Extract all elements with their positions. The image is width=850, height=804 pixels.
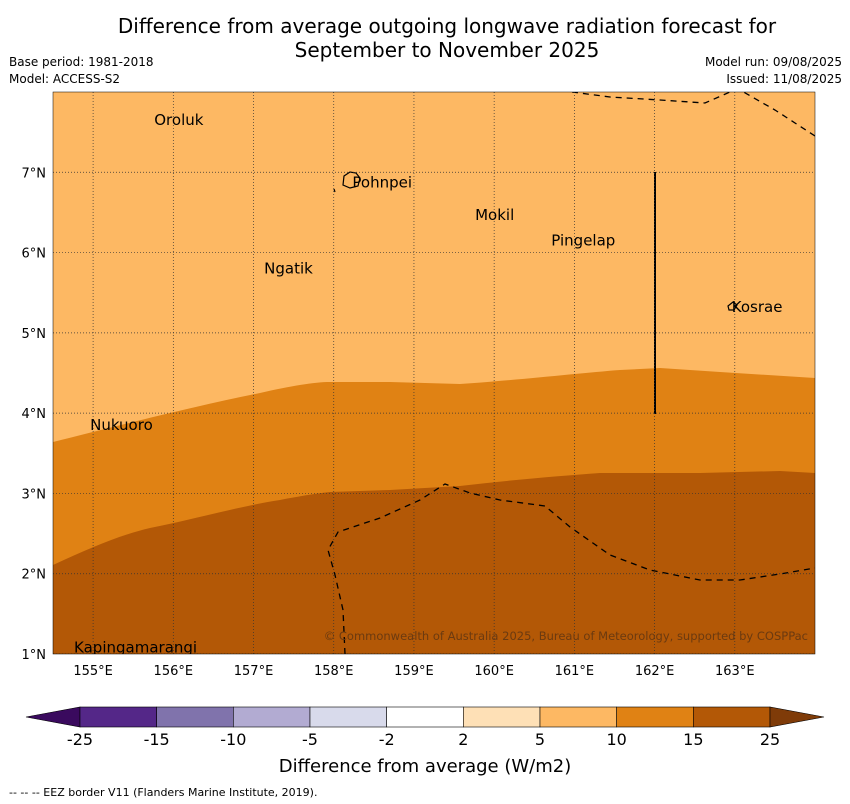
meta-left: Base period: 1981-2018 Model: ACCESS-S2 — [9, 54, 154, 88]
colorbar: -25 -15 -10 -5 -2 2 5 10 15 25 — [25, 706, 825, 749]
colorbar-tick-label: 15 — [683, 730, 703, 749]
lon-tick-label: 162°E — [635, 664, 675, 679]
place-labels: Oroluk Pohnpei Mokil Pingelap Ngatik Kosrae Nu… — [74, 111, 783, 657]
colorbar-segment — [233, 706, 311, 728]
place-pingelap: Pingelap — [551, 232, 615, 250]
axis-ticks: 155°E 156°E 157°E 158°E 159°E 160°E 161°E 162°E… — [22, 166, 755, 679]
place-kapingamarangi: Kapingamarangi — [74, 639, 197, 657]
colorbar-extend-low — [25, 706, 81, 728]
model-run: Model run: 09/08/2025 — [704, 55, 842, 69]
lat-tick-label: 6°N — [22, 247, 47, 262]
colorbar-segment — [156, 706, 234, 728]
place-pohnpei: Pohnpei — [352, 174, 412, 192]
copyright-note: © Commonwealth of Australia 2025, Bureau… — [324, 629, 808, 643]
band-15-25 — [53, 471, 815, 654]
colorbar-segment — [79, 706, 157, 728]
title-line-1: Difference from average outgoing longwav… — [117, 14, 777, 38]
colorbar-tick-label: -2 — [379, 730, 395, 749]
lon-tick-label: 161°E — [555, 664, 595, 679]
lat-tick-label: 2°N — [22, 568, 47, 583]
map-frame — [52, 91, 816, 655]
issued-date: Issued: 11/08/2025 — [726, 72, 842, 86]
lat-tick-label: 5°N — [22, 327, 47, 342]
place-ngatik: Ngatik — [264, 260, 313, 278]
colorbar-label: Difference from average (W/m2) — [278, 756, 572, 777]
title-line-2: September to November 2025 — [294, 38, 600, 62]
lon-tick-label: 160°E — [474, 664, 514, 679]
colorbar-tick-label: 5 — [535, 730, 545, 749]
map-area: Oroluk Pohnpei Mokil Pingelap Ngatik Kosrae Nu… — [53, 92, 815, 657]
colorbar-segment — [539, 706, 617, 728]
eez-legend: -- -- -- EEZ border V11 (Flanders Marine… — [9, 786, 318, 799]
lon-tick-label: 163°E — [715, 664, 755, 679]
place-oroluk: Oroluk — [154, 111, 203, 129]
eez-border — [327, 92, 815, 654]
colorbar-tick-label: 2 — [458, 730, 468, 749]
place-mokil: Mokil — [475, 206, 514, 224]
lon-tick-label: 157°E — [234, 664, 274, 679]
colorbar-tick-label: -5 — [302, 730, 318, 749]
chart-title: Difference from average outgoing longwav… — [0, 14, 850, 62]
lat-tick-label: 7°N — [22, 166, 47, 181]
colorbar-segment — [693, 706, 771, 728]
colorbar-segment — [616, 706, 694, 728]
meta-right: Model run: 09/08/2025 Issued: 11/08/2025 — [705, 54, 842, 88]
lat-tick-label: 4°N — [22, 407, 47, 422]
lat-tick-label: 1°N — [22, 648, 47, 663]
colorbar-tick-label: -25 — [67, 730, 93, 749]
colorbar-tick-label: 25 — [760, 730, 780, 749]
lon-tick-label: 158°E — [314, 664, 354, 679]
place-kosrae: Kosrae — [732, 298, 783, 316]
lon-tick-label: 155°E — [73, 664, 113, 679]
gridlines — [53, 92, 815, 654]
colorbar-segment — [463, 706, 541, 728]
colorbar-tick-label: -10 — [220, 730, 246, 749]
model-name: Model: ACCESS-S2 — [9, 72, 121, 86]
colorbar-segment — [309, 706, 387, 728]
colorbar-segment — [386, 706, 464, 728]
colorbar-tick-label: 10 — [606, 730, 626, 749]
colorbar-extend-high — [769, 706, 825, 728]
lon-tick-label: 156°E — [154, 664, 194, 679]
base-period: Base period: 1981-2018 — [9, 55, 154, 69]
lon-tick-label: 159°E — [394, 664, 434, 679]
kosrae-outline — [727, 301, 738, 311]
place-nukuoro: Nukuoro — [90, 416, 153, 434]
colorbar-tick-label: -15 — [144, 730, 170, 749]
pohnpei-reef — [333, 188, 336, 193]
lat-tick-label: 3°N — [22, 487, 47, 502]
